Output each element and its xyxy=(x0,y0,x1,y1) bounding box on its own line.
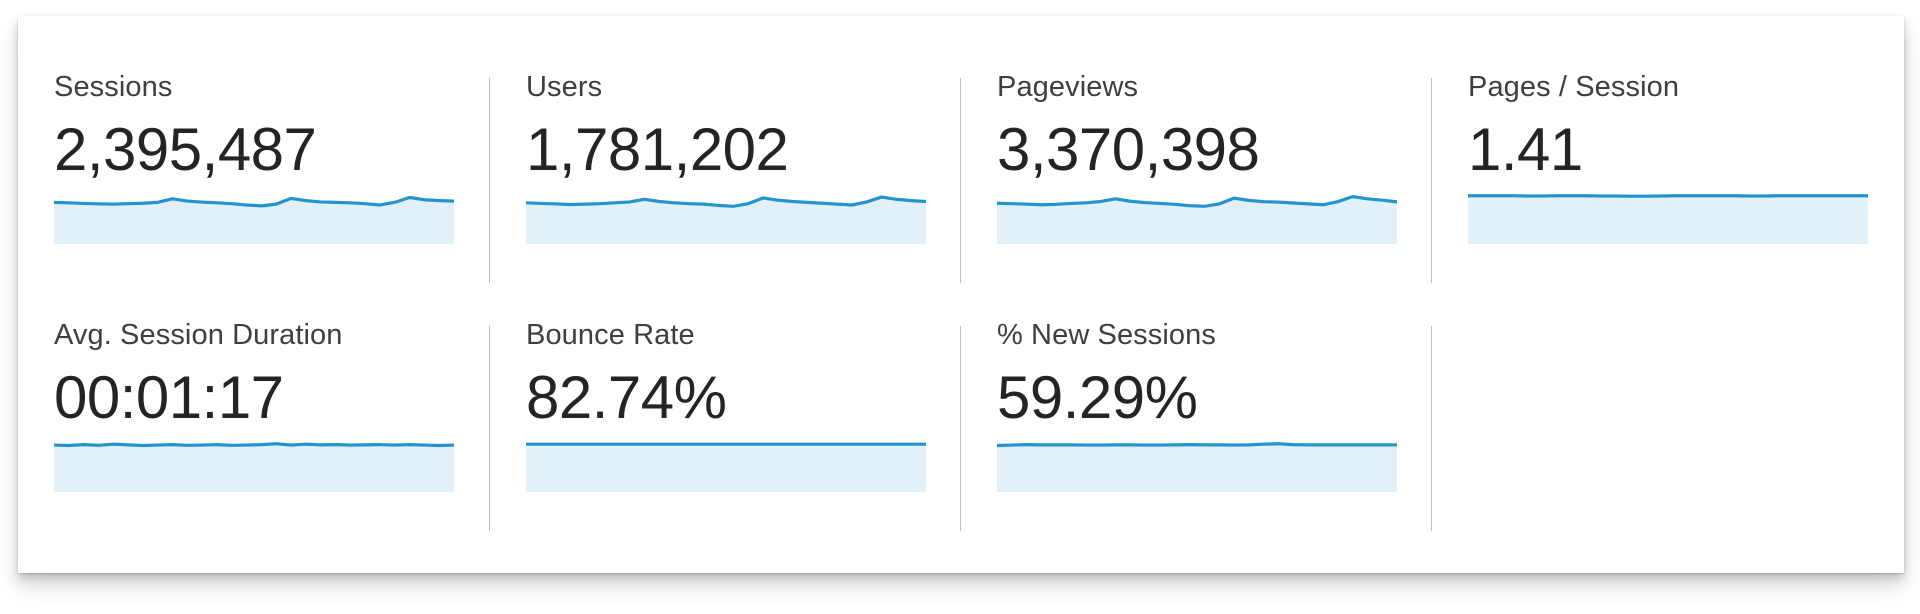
users-sparkline xyxy=(526,192,926,244)
metric-value-bounce-rate: 82.74% xyxy=(526,364,727,431)
metric-label-avg-session-duration: Avg. Session Duration xyxy=(54,319,343,351)
metric-cell-sessions[interactable]: Sessions 2,395,487 xyxy=(18,70,489,298)
metric-content: Pages / Session 1.41 xyxy=(1468,70,1868,244)
metric-cell-percent-new-sessions[interactable]: % New Sessions 59.29% xyxy=(960,318,1431,546)
metric-label-pages-per-session: Pages / Session xyxy=(1468,71,1680,103)
metric-content: Bounce Rate 82.74% xyxy=(526,318,926,492)
metric-label-percent-new-sessions: % New Sessions xyxy=(997,319,1216,351)
cell-divider xyxy=(1431,78,1432,283)
metric-label-pageviews: Pageviews xyxy=(997,71,1139,103)
cell-divider xyxy=(960,78,961,283)
metric-label-sessions: Sessions xyxy=(54,71,173,103)
metric-cell-pageviews[interactable]: Pageviews 3,370,398 xyxy=(960,70,1431,298)
metric-value-users: 1,781,202 xyxy=(526,116,789,183)
metric-cell-pages-per-session[interactable]: Pages / Session 1.41 xyxy=(1431,70,1902,298)
cell-divider xyxy=(960,326,961,531)
percent-new-sessions-sparkline xyxy=(997,440,1397,492)
pages-per-session-sparkline xyxy=(1468,192,1868,244)
metrics-summary-card: Sessions 2,395,487 Users 1,781,202 xyxy=(18,16,1904,573)
metric-cell-bounce-rate[interactable]: Bounce Rate 82.74% xyxy=(489,318,960,546)
bounce-rate-sparkline xyxy=(526,440,926,492)
metric-content: Avg. Session Duration 00:01:17 xyxy=(54,318,454,492)
metric-content: Pageviews 3,370,398 xyxy=(997,70,1397,244)
metric-value-percent-new-sessions: 59.29% xyxy=(997,364,1198,431)
metric-cell-users[interactable]: Users 1,781,202 xyxy=(489,70,960,298)
metric-content: Sessions 2,395,487 xyxy=(54,70,454,244)
pageviews-sparkline xyxy=(997,192,1397,244)
metric-value-sessions: 2,395,487 xyxy=(54,116,317,183)
metrics-row-bottom: Avg. Session Duration 00:01:17 Bounce Ra… xyxy=(18,318,1904,546)
metric-content: Users 1,781,202 xyxy=(526,70,926,244)
avg-session-duration-sparkline xyxy=(54,440,454,492)
metric-label-users: Users xyxy=(526,71,603,103)
metrics-row-top: Sessions 2,395,487 Users 1,781,202 xyxy=(18,70,1904,298)
metric-value-pageviews: 3,370,398 xyxy=(997,116,1260,183)
metric-label-bounce-rate: Bounce Rate xyxy=(526,319,695,351)
cell-divider xyxy=(489,326,490,531)
metric-cell-empty xyxy=(1431,318,1902,546)
metrics-grid: Sessions 2,395,487 Users 1,781,202 xyxy=(18,16,1904,573)
cell-divider xyxy=(1431,326,1432,531)
metric-value-pages-per-session: 1.41 xyxy=(1468,116,1583,183)
sessions-sparkline xyxy=(54,192,454,244)
cell-divider xyxy=(489,78,490,283)
metric-cell-avg-session-duration[interactable]: Avg. Session Duration 00:01:17 xyxy=(18,318,489,546)
metric-content: % New Sessions 59.29% xyxy=(997,318,1397,492)
metric-value-avg-session-duration: 00:01:17 xyxy=(54,364,284,431)
